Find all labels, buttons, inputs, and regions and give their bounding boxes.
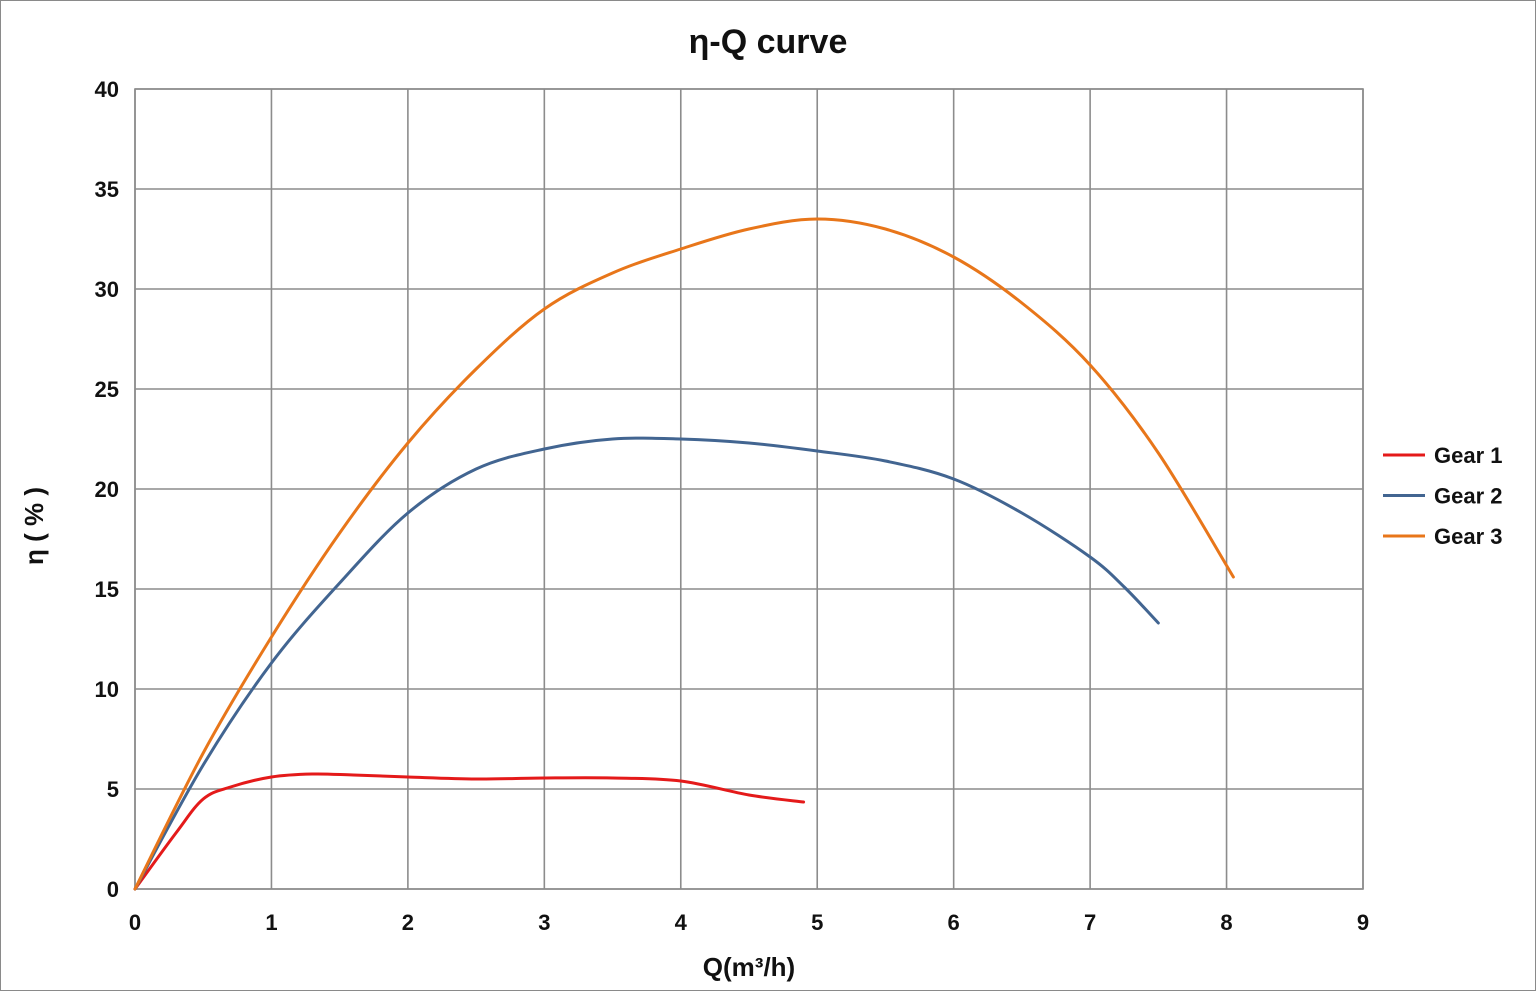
x-axis-label: Q(m³/h) (703, 952, 795, 982)
y-tick-label: 20 (95, 477, 119, 502)
x-tick-label: 3 (538, 910, 550, 935)
y-tick-label: 5 (107, 777, 119, 802)
legend: Gear 1 Gear 2 Gear 3 (1383, 443, 1503, 549)
y-axis-label: η ( % ) (19, 487, 49, 565)
chart-title: η-Q curve (689, 23, 848, 61)
plot-area-border (134, 88, 1364, 890)
tick-labels: 0 1 2 3 4 5 6 7 8 9 0 5 10 15 20 25 30 35 40 (95, 77, 1370, 935)
x-tick-label: 2 (402, 910, 414, 935)
x-tick-label: 1 (265, 910, 277, 935)
series-line-gear-3 (133, 217, 1235, 891)
y-tick-label: 40 (95, 77, 119, 102)
legend-label-gear-3: Gear 3 (1434, 524, 1503, 549)
grid (134, 88, 1364, 890)
legend-label-gear-1: Gear 1 (1434, 443, 1503, 468)
x-tick-label: 8 (1220, 910, 1232, 935)
x-tick-label: 4 (675, 910, 688, 935)
x-tick-label: 9 (1357, 910, 1369, 935)
y-tick-label: 0 (107, 877, 119, 902)
y-tick-label: 30 (95, 277, 119, 302)
series-lines (133, 217, 1235, 891)
y-tick-label: 35 (95, 177, 119, 202)
series-line-gear-1 (133, 772, 806, 891)
y-tick-label: 10 (95, 677, 119, 702)
x-tick-label: 5 (811, 910, 823, 935)
legend-label-gear-2: Gear 2 (1434, 484, 1503, 509)
x-tick-label: 0 (129, 910, 141, 935)
x-tick-label: 7 (1084, 910, 1096, 935)
y-tick-label: 25 (95, 377, 119, 402)
x-tick-label: 6 (948, 910, 960, 935)
y-tick-label: 15 (95, 577, 119, 602)
series-line-gear-2 (133, 436, 1160, 891)
